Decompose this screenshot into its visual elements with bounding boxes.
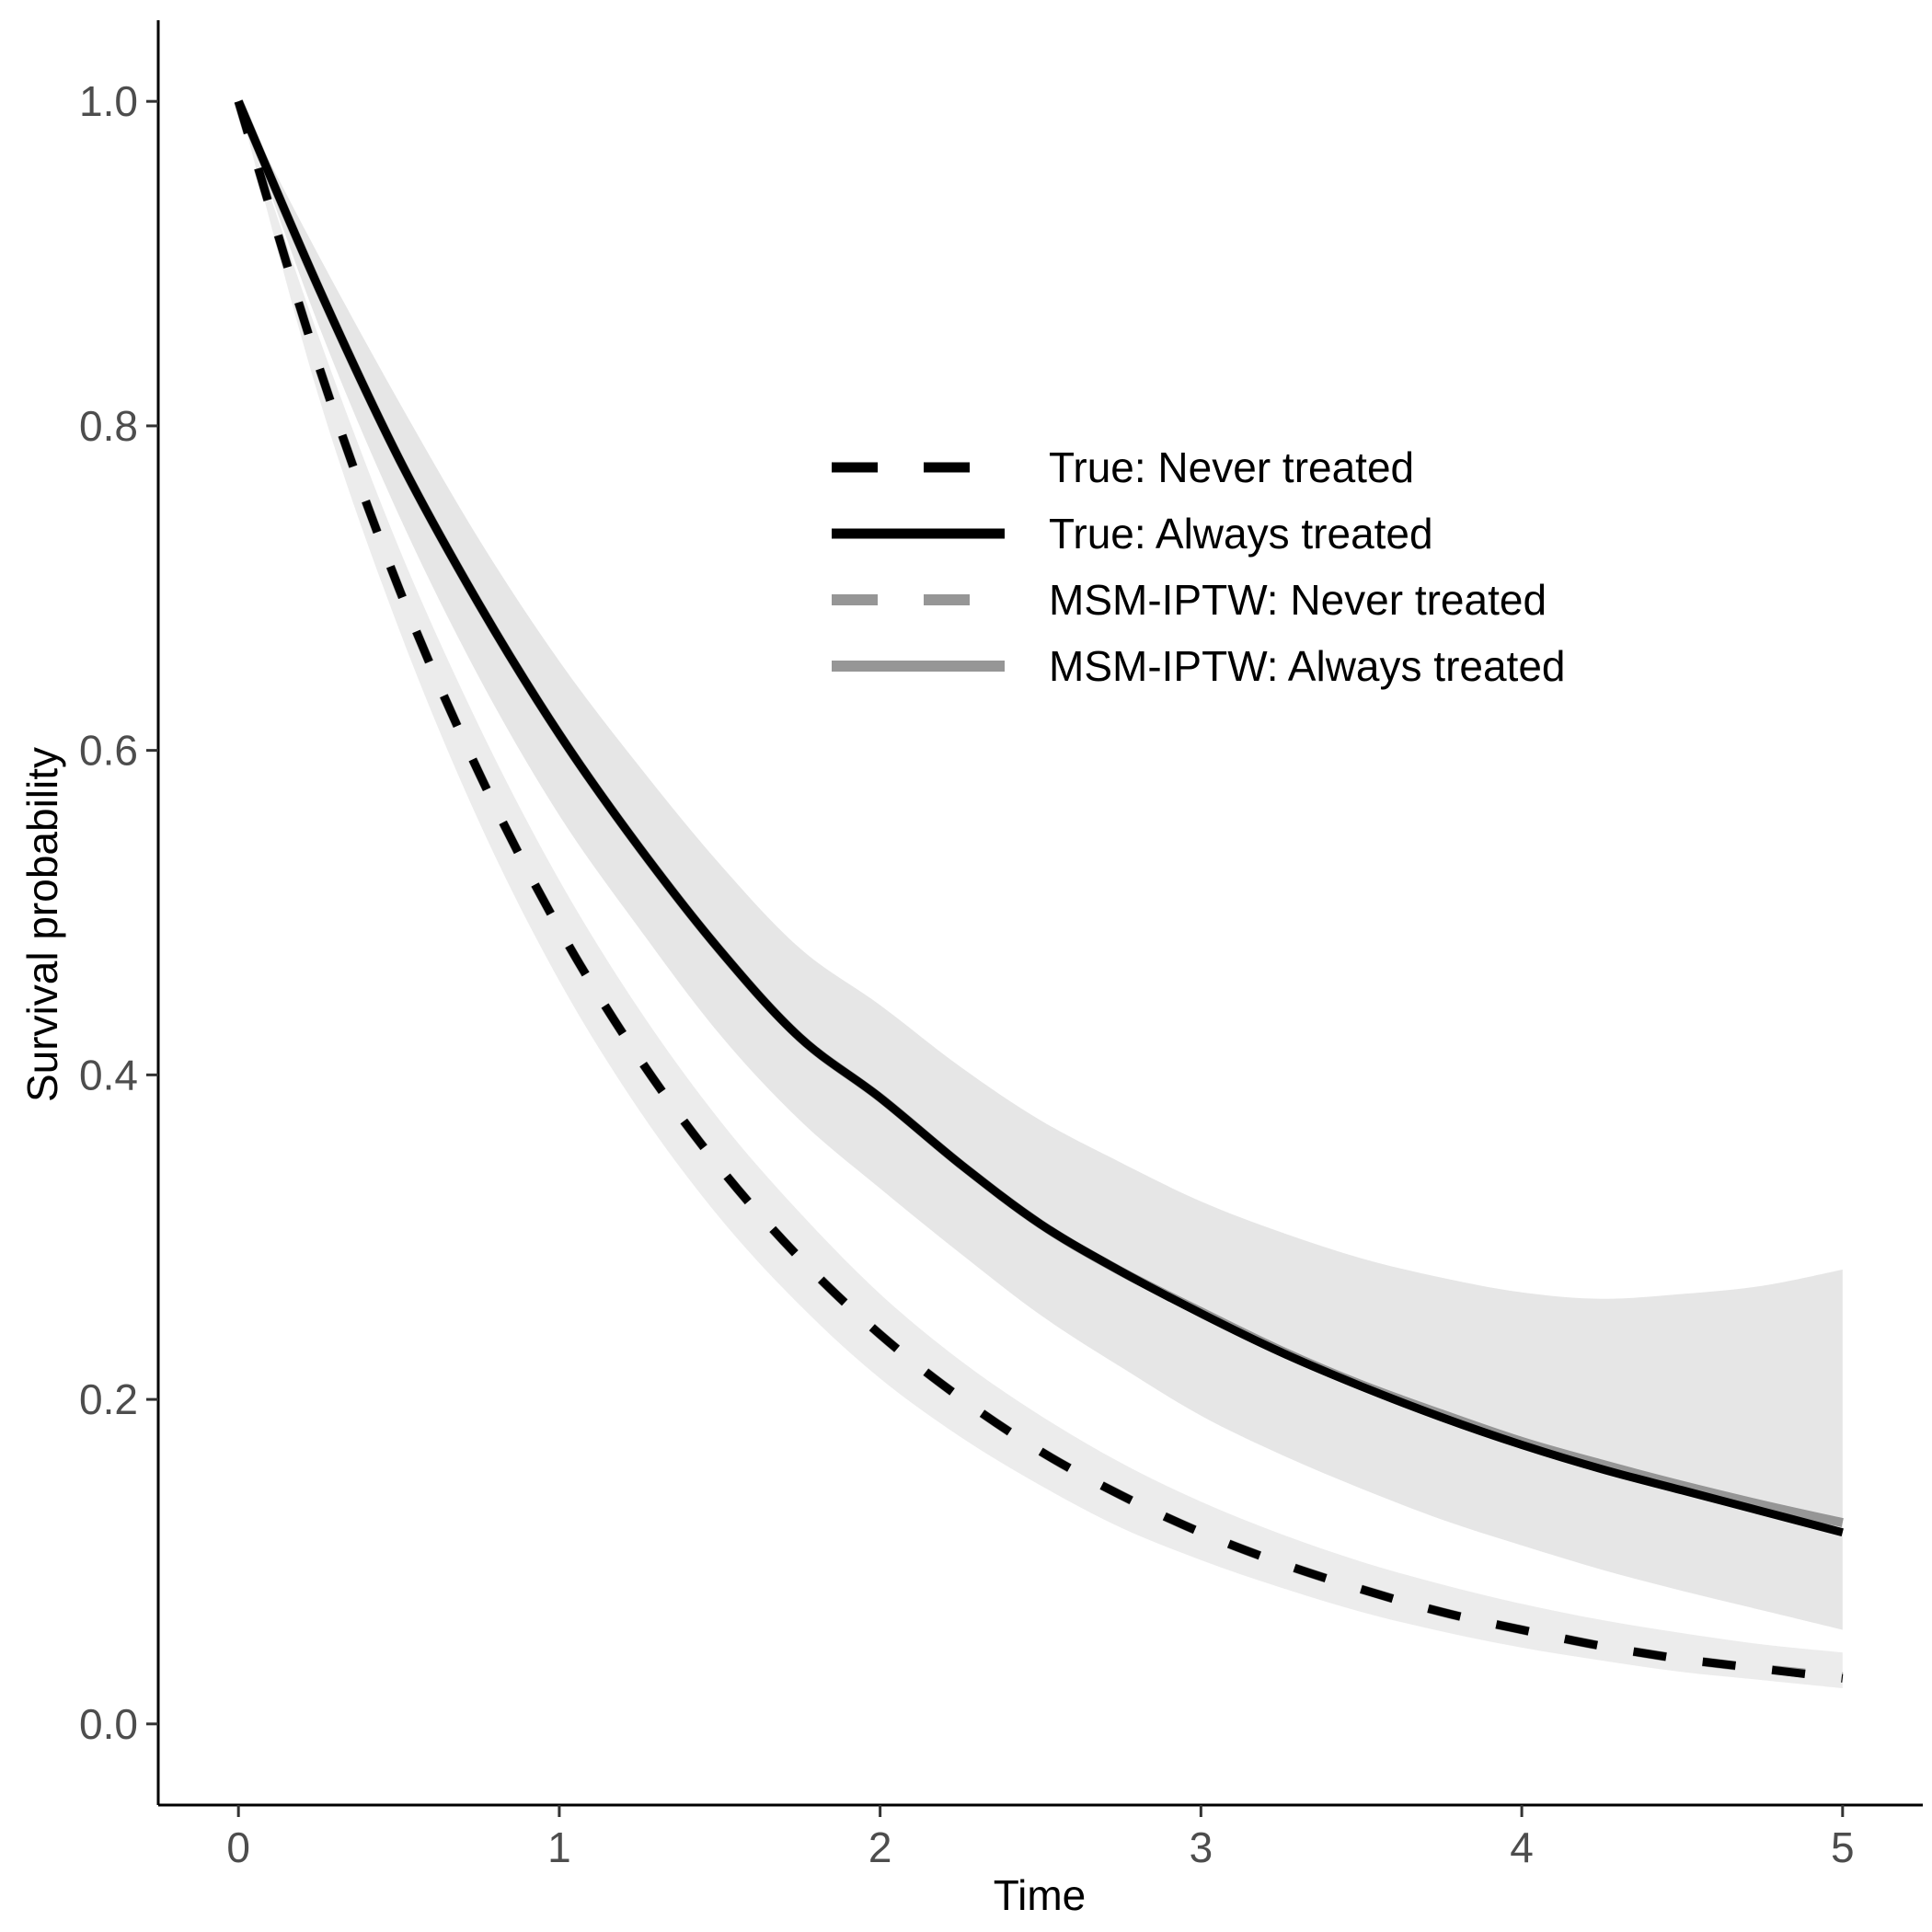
series-line-1 xyxy=(234,99,1844,1683)
x-tick-label: 2 xyxy=(868,1823,892,1871)
y-tick-label: 0.4 xyxy=(79,1051,138,1098)
simulation-band-2 xyxy=(238,101,1843,1689)
y-axis-title: Survival probability xyxy=(18,747,66,1102)
series-line-2 xyxy=(235,99,1844,1537)
x-tick-label: 3 xyxy=(1190,1823,1213,1871)
simulation-band-1 xyxy=(238,101,1843,1630)
y-tick-label: 0.2 xyxy=(79,1375,138,1423)
simulation-bands xyxy=(238,101,1843,1689)
legend-label-2: True: Always treated xyxy=(1049,510,1433,558)
legend-label-3: MSM-IPTW: Never treated xyxy=(1049,576,1547,624)
y-tick-label: 0.8 xyxy=(79,402,138,450)
y-tick-label: 1.0 xyxy=(79,77,138,125)
x-axis-title: Time xyxy=(994,1871,1087,1919)
x-ticks: 0 1 2 3 4 5 xyxy=(226,1805,1855,1871)
x-tick-label: 0 xyxy=(226,1823,250,1871)
x-tick-label: 1 xyxy=(547,1823,571,1871)
x-tick-label: 4 xyxy=(1510,1823,1534,1871)
y-tick-label: 0.6 xyxy=(79,727,138,775)
legend-label-4: MSM-IPTW: Always treated xyxy=(1049,642,1566,690)
legend-label-1: True: Never treated xyxy=(1049,443,1414,491)
y-ticks: 0.0 0.2 0.4 0.6 0.8 1.0 xyxy=(79,77,158,1748)
y-tick-label: 0.0 xyxy=(79,1700,138,1748)
legend: True: Never treated True: Always treated M… xyxy=(832,443,1566,690)
series-lines xyxy=(234,99,1844,1683)
x-tick-label: 5 xyxy=(1831,1823,1855,1871)
